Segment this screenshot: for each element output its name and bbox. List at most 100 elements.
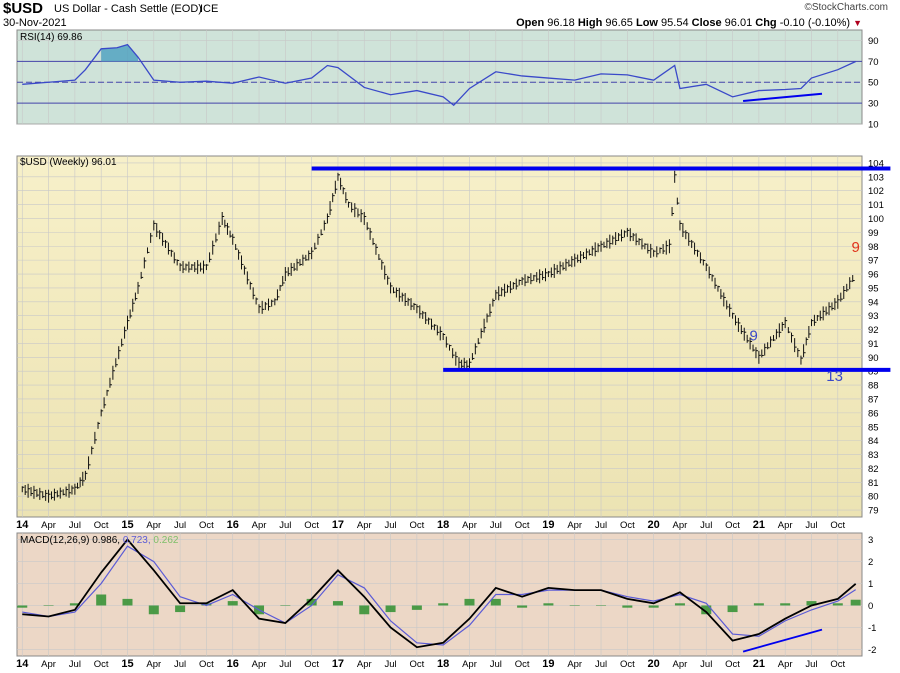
- macd-histogram-bar: [306, 598, 317, 606]
- price-y-tick-label: 90: [868, 353, 879, 364]
- x-tick-label: Jul: [384, 520, 396, 531]
- rsi-line: [22, 43, 856, 107]
- x-tick-label: 15: [121, 658, 133, 670]
- macd-y-tick-label: 1: [868, 579, 873, 590]
- macd-histogram-bar: [411, 605, 422, 610]
- price-panel: [16, 155, 863, 518]
- x-tick-label: 16: [227, 658, 239, 670]
- x-tick-label: Apr: [462, 659, 477, 670]
- price-y-tick-label: 93: [868, 311, 879, 322]
- macd-histogram-bar: [148, 605, 159, 615]
- price-y-tick-label: 101: [868, 200, 884, 211]
- x-tick-label: Jul: [595, 659, 607, 670]
- macd-histogram-bar: [832, 603, 843, 606]
- rsi-y-tick-label: 10: [868, 120, 879, 131]
- close-label: Close: [691, 17, 722, 29]
- x-tick-label: 19: [542, 658, 554, 670]
- x-tick-label: Jul: [69, 659, 81, 670]
- macd-histogram-bar: [464, 598, 475, 606]
- rsi-y-tick-label: 30: [868, 99, 879, 110]
- macd-histogram-bar: [543, 603, 554, 606]
- price-y-tick-label: 86: [868, 408, 879, 419]
- rsi-trendline: [742, 92, 823, 103]
- macd-histogram-bar: [648, 605, 659, 608]
- x-tick-label: Jul: [69, 520, 81, 531]
- chg-value: -0.10 (-0.10%): [779, 17, 851, 29]
- high-value: 96.65: [605, 17, 633, 29]
- x-tick-label: Jul: [595, 520, 607, 531]
- x-tick-label: Oct: [830, 659, 845, 670]
- x-tick-label: 20: [648, 519, 660, 531]
- x-tick-label: Apr: [41, 520, 56, 531]
- x-tick-label: 14: [16, 519, 29, 531]
- rsi-y-tick-label: 50: [868, 78, 879, 89]
- price-y-tick-label: 80: [868, 492, 879, 503]
- x-tick-label: Oct: [304, 659, 319, 670]
- macd-histogram-bar: [753, 603, 764, 606]
- chart-date: 30-Nov-2021: [3, 17, 67, 29]
- x-tick-label: Jul: [279, 659, 291, 670]
- price-y-tick-label: 104: [868, 158, 884, 169]
- price-y-tick-label: 94: [868, 297, 879, 308]
- macd-histogram-bar: [201, 603, 212, 606]
- x-tick-label: Jul: [805, 659, 817, 670]
- price-y-tick-label: 89: [868, 367, 879, 378]
- price-y-tick-label: 84: [868, 436, 879, 447]
- x-tick-label: Jul: [384, 659, 396, 670]
- macd-y-tick-label: -2: [868, 645, 876, 656]
- x-tick-label: Oct: [830, 520, 845, 531]
- price-y-tick-label: 91: [868, 339, 879, 350]
- x-tick-label: Oct: [515, 659, 530, 670]
- low-value: 95.54: [661, 17, 689, 29]
- x-tick-label: Jul: [490, 659, 502, 670]
- price-label: $USD (Weekly) 96.01: [20, 157, 117, 168]
- price-y-tick-label: 92: [868, 325, 879, 336]
- x-tick-label: Jul: [174, 520, 186, 531]
- macd-histogram-bar: [622, 605, 633, 608]
- x-tick-label: Apr: [567, 520, 582, 531]
- x-tick-label: Oct: [409, 659, 424, 670]
- macd-label: MACD(12,26,9) 0.986, 0.723, 0.262: [20, 535, 179, 546]
- macd-histogram-bar: [727, 605, 738, 613]
- x-tick-label: Apr: [41, 659, 56, 670]
- rsi-y-tick-label: 70: [868, 57, 879, 68]
- macd-histogram-bar: [569, 605, 580, 606]
- x-tick-label: Apr: [778, 520, 793, 531]
- ohlc-readout: Open 96.18 High 96.65 Low 95.54 Close 96…: [516, 17, 862, 29]
- count-annotation: 9: [852, 239, 860, 256]
- x-tick-label: Jul: [490, 520, 502, 531]
- x-tick-label: Oct: [94, 659, 109, 670]
- x-tick-label: Oct: [725, 659, 740, 670]
- rsi-panel: [16, 29, 863, 125]
- macd-histogram-bar: [332, 601, 343, 606]
- x-tick-label: Apr: [567, 659, 582, 670]
- chart-symbol: $USD: [3, 0, 44, 17]
- x-tick-label: Apr: [673, 520, 688, 531]
- count-annotation: 13: [826, 368, 843, 385]
- x-tick-label: Oct: [725, 520, 740, 531]
- x-tick-label: Oct: [515, 520, 530, 531]
- x-tick-label: 17: [332, 519, 344, 531]
- x-tick-label: Apr: [673, 659, 688, 670]
- x-tick-label: 14: [16, 658, 29, 670]
- macd-y-tick-label: -1: [868, 623, 876, 634]
- x-tick-label: Apr: [252, 659, 267, 670]
- x-tick-label: Oct: [304, 520, 319, 531]
- macd-histogram-bar: [806, 601, 817, 606]
- price-y-tick-label: 87: [868, 394, 879, 405]
- x-tick-label: 16: [227, 519, 239, 531]
- x-tick-label: 21: [753, 519, 765, 531]
- x-tick-label: 15: [121, 519, 133, 531]
- x-tick-label: 17: [332, 658, 344, 670]
- macd-histogram-bar: [43, 605, 54, 606]
- x-tick-label: 18: [437, 658, 449, 670]
- price-y-tick-label: 95: [868, 283, 879, 294]
- low-label: Low: [635, 17, 658, 29]
- macd-histogram-bar: [17, 605, 28, 608]
- x-tick-label: Apr: [357, 520, 372, 531]
- macd-histogram-bar: [490, 598, 501, 606]
- macd-y-tick-label: 3: [868, 535, 873, 546]
- macd-histogram-bar: [280, 605, 291, 606]
- price-y-tick-label: 100: [868, 214, 884, 225]
